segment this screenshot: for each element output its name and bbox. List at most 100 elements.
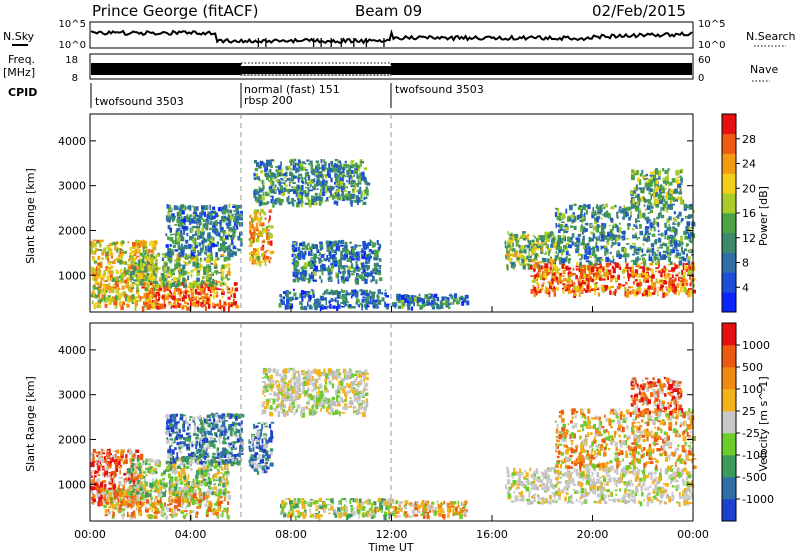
scatter-cell-2 xyxy=(174,263,178,269)
scatter-cell-0 xyxy=(97,484,100,487)
scatter-cell-9 xyxy=(504,245,508,248)
scatter-cell-10 xyxy=(638,274,642,278)
scatter-cell-6 xyxy=(287,291,292,295)
scatter-cell-12 xyxy=(652,178,655,182)
scatter-cell-6 xyxy=(323,297,327,301)
scatter-cell-4 xyxy=(254,216,257,220)
scatter-cell-7 xyxy=(377,269,381,273)
scatter-cell-4 xyxy=(258,230,262,234)
scatter-cell-7 xyxy=(296,278,300,283)
scatter-cell-9 xyxy=(519,248,523,252)
cpid-label: CPID xyxy=(8,86,37,99)
scatter-cell-1 xyxy=(168,497,170,503)
scatter-cell-0 xyxy=(113,276,118,279)
scatter-cell-12 xyxy=(657,200,661,204)
scatter-cell-10 xyxy=(693,289,696,294)
scatter-cell-0 xyxy=(142,248,145,253)
scatter-cell-12 xyxy=(667,196,672,201)
scatter-cell-10 xyxy=(627,289,629,291)
scatter-cell-0 xyxy=(124,459,128,465)
scatter-cell-10 xyxy=(667,289,670,293)
scatter-cell-10 xyxy=(570,278,572,282)
scatter-cell-0 xyxy=(130,275,134,281)
scatter-cell-6 xyxy=(304,294,307,299)
scatter-cell-3 xyxy=(229,209,232,214)
scatter-cell-7 xyxy=(369,274,374,277)
scatter-cell-1 xyxy=(152,293,155,296)
scatter-cell-9 xyxy=(526,244,531,249)
scatter-cell-9 xyxy=(532,234,535,237)
scatter-cell-8 xyxy=(461,301,465,306)
scatter-cell-12 xyxy=(640,189,643,193)
scatter-cell-5 xyxy=(357,166,360,172)
scatter-cell-1 xyxy=(156,288,160,291)
scatter-cell-4 xyxy=(259,211,262,215)
scatter-cell-11 xyxy=(681,218,684,221)
scatter-cell-2 xyxy=(196,277,200,282)
scatter-cell-2 xyxy=(195,254,199,258)
scatter-cell-11 xyxy=(609,251,612,255)
scatter-cell-1 xyxy=(212,285,217,290)
scatter-cell-11 xyxy=(652,221,655,226)
scatter-cell-1 xyxy=(184,506,188,509)
scatter-cell-7 xyxy=(297,269,300,275)
scatter-cell-3 xyxy=(239,243,243,247)
scatter-cell-5 xyxy=(332,165,335,170)
scatter-cell-5 xyxy=(336,169,341,173)
scatter-cell-3 xyxy=(180,216,183,221)
scatter-cell-10 xyxy=(533,292,536,298)
scatter-cell-6 xyxy=(376,295,380,301)
scatter-cell-10 xyxy=(532,285,535,288)
scatter-cell-5 xyxy=(290,159,294,162)
scatter-cell-0 xyxy=(144,273,148,280)
scatter-cell-2 xyxy=(149,263,153,266)
scatter-cell-8 xyxy=(416,301,420,307)
scatter-cell-10 xyxy=(659,274,663,277)
scatter-cell-0 xyxy=(92,268,96,271)
scatter-cell-0 xyxy=(91,300,94,305)
scatter-cell-0 xyxy=(91,497,95,499)
scatter-cell-0 xyxy=(120,300,123,304)
scatter-cell-6 xyxy=(287,291,290,295)
scatter-cell-5 xyxy=(297,159,301,164)
scatter-cell-9 xyxy=(532,250,535,256)
scatter-cell-5 xyxy=(254,160,257,164)
scatter-cell-11 xyxy=(657,212,661,219)
scatter-cell-6 xyxy=(328,300,331,304)
scatter-cell-6 xyxy=(299,293,302,299)
scatter-cell-1 xyxy=(179,303,182,306)
scatter-cell-10 xyxy=(593,283,598,286)
scatter-cell-0 xyxy=(139,500,142,506)
scatter-cell-11 xyxy=(602,231,606,234)
scatter-cell-7 xyxy=(355,261,358,265)
scatter-cell-0 xyxy=(98,239,102,244)
scatter-cell-3 xyxy=(178,252,182,258)
scatter-cell-10 xyxy=(653,287,657,292)
scatter-cell-7 xyxy=(375,250,379,256)
scatter-cell-2 xyxy=(198,270,201,273)
scatter-cell-11 xyxy=(677,243,681,247)
scatter-cell-1 xyxy=(204,306,208,311)
scatter-cell-5 xyxy=(254,167,259,172)
scatter-cell-4 xyxy=(256,227,259,230)
scatter-cell-11 xyxy=(654,251,656,256)
scatter-cell-11 xyxy=(667,252,672,256)
scatter-cell-10 xyxy=(636,263,641,268)
scatter-cell-0 xyxy=(96,493,101,498)
scatter-cell-12 xyxy=(674,199,679,202)
scatter-cell-11 xyxy=(571,233,575,238)
scatter-cell-7 xyxy=(349,241,352,244)
scatter-cell-11 xyxy=(635,224,638,229)
scatter-cell-0 xyxy=(114,306,117,309)
scatter-cell-12 xyxy=(664,169,669,172)
scatter-cell-10 xyxy=(641,273,645,278)
scatter-cell-11 xyxy=(596,211,600,215)
scatter-cell-3 xyxy=(204,251,207,255)
scatter-cell-11 xyxy=(573,225,577,230)
scatter-cell-12 xyxy=(630,191,634,195)
scatter-cell-12 xyxy=(638,187,643,190)
scatter-cell-10 xyxy=(592,273,595,277)
scatter-cell-6 xyxy=(351,305,356,309)
scatter-cell-2 xyxy=(206,269,209,274)
scatter-cell-11 xyxy=(646,248,650,253)
